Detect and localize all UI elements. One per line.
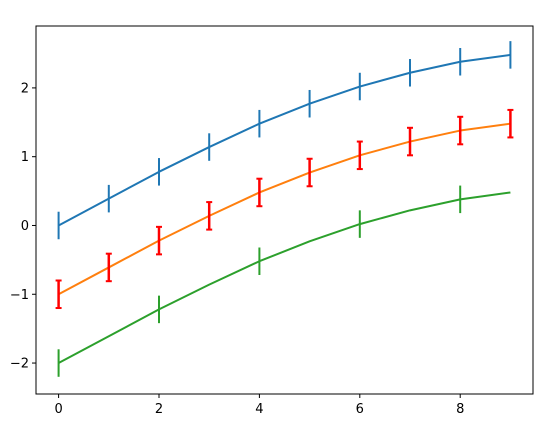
series-1 — [57, 41, 512, 240]
series-2-line — [58, 122, 511, 296]
series-3-line — [58, 191, 511, 364]
series-2 — [55, 108, 514, 310]
y-tick-label: 1 — [21, 150, 29, 165]
x-tick-label: 2 — [155, 402, 163, 417]
y-tick-label: −2 — [10, 357, 29, 372]
x-tick-label: 4 — [255, 402, 263, 417]
axes-frame — [35, 25, 534, 395]
x-tick-label: 6 — [356, 402, 364, 417]
y-tick-label: −1 — [10, 288, 29, 303]
y-tick-label: 0 — [21, 219, 29, 234]
x-tick-label: 0 — [54, 402, 62, 417]
series-layer — [55, 41, 514, 377]
series-3 — [57, 185, 511, 377]
y-tick-label: 2 — [21, 81, 29, 96]
y-axis: −2 −1 0 1 2 — [10, 81, 36, 372]
x-tick-label: 8 — [456, 402, 464, 417]
series-1-line — [58, 53, 511, 227]
x-axis: 0 2 4 6 8 — [54, 394, 464, 417]
